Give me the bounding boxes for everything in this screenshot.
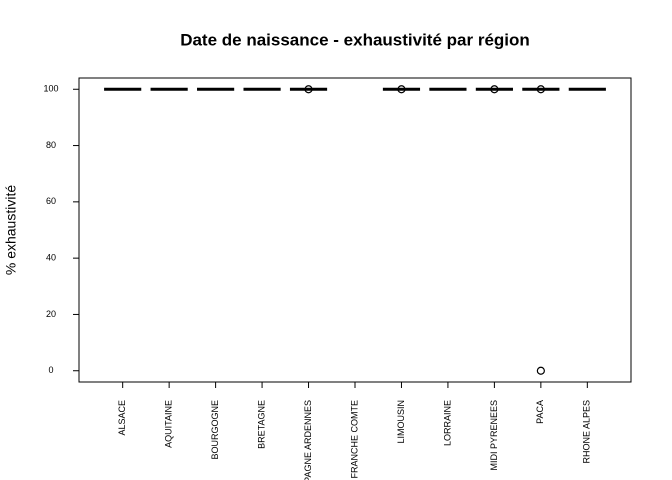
x-tick-label: BRETAGNE: [256, 400, 266, 449]
x-tick-label: RHONE ALPES: [582, 400, 592, 464]
outlier: [536, 85, 545, 94]
x-tick-label: CHAMPAGNE ARDENNES: [303, 400, 313, 480]
x-tick-label: MIDI PYRENEES: [489, 400, 499, 471]
y-tick-label: 100: [43, 84, 58, 94]
x-tick-label: LIMOUSIN: [396, 400, 406, 444]
chart-title: Date de naissance - exhaustivité par rég…: [180, 30, 530, 49]
plot-frame: [78, 77, 632, 383]
outlier: [397, 85, 406, 94]
x-tick-label: BOURGOGNE: [210, 400, 220, 460]
y-tick-label: 0: [48, 365, 53, 375]
y-tick-label: 60: [46, 196, 56, 206]
x-tick-label: LORRAINE: [442, 400, 452, 446]
x-tick-label: ALSACE: [117, 400, 127, 436]
y-tick-label: 20: [46, 309, 56, 319]
outlier: [536, 366, 545, 375]
x-tick-label: PACA: [535, 400, 545, 424]
outlier: [490, 85, 499, 94]
y-tick-label: 80: [46, 140, 56, 150]
x-tick-label: FRANCHE COMTE: [349, 400, 359, 479]
y-tick-label: 40: [46, 253, 56, 263]
x-tick-label: AQUITAINE: [164, 400, 174, 448]
y-axis-label: % exhaustivité: [3, 185, 19, 275]
outlier: [304, 85, 313, 94]
